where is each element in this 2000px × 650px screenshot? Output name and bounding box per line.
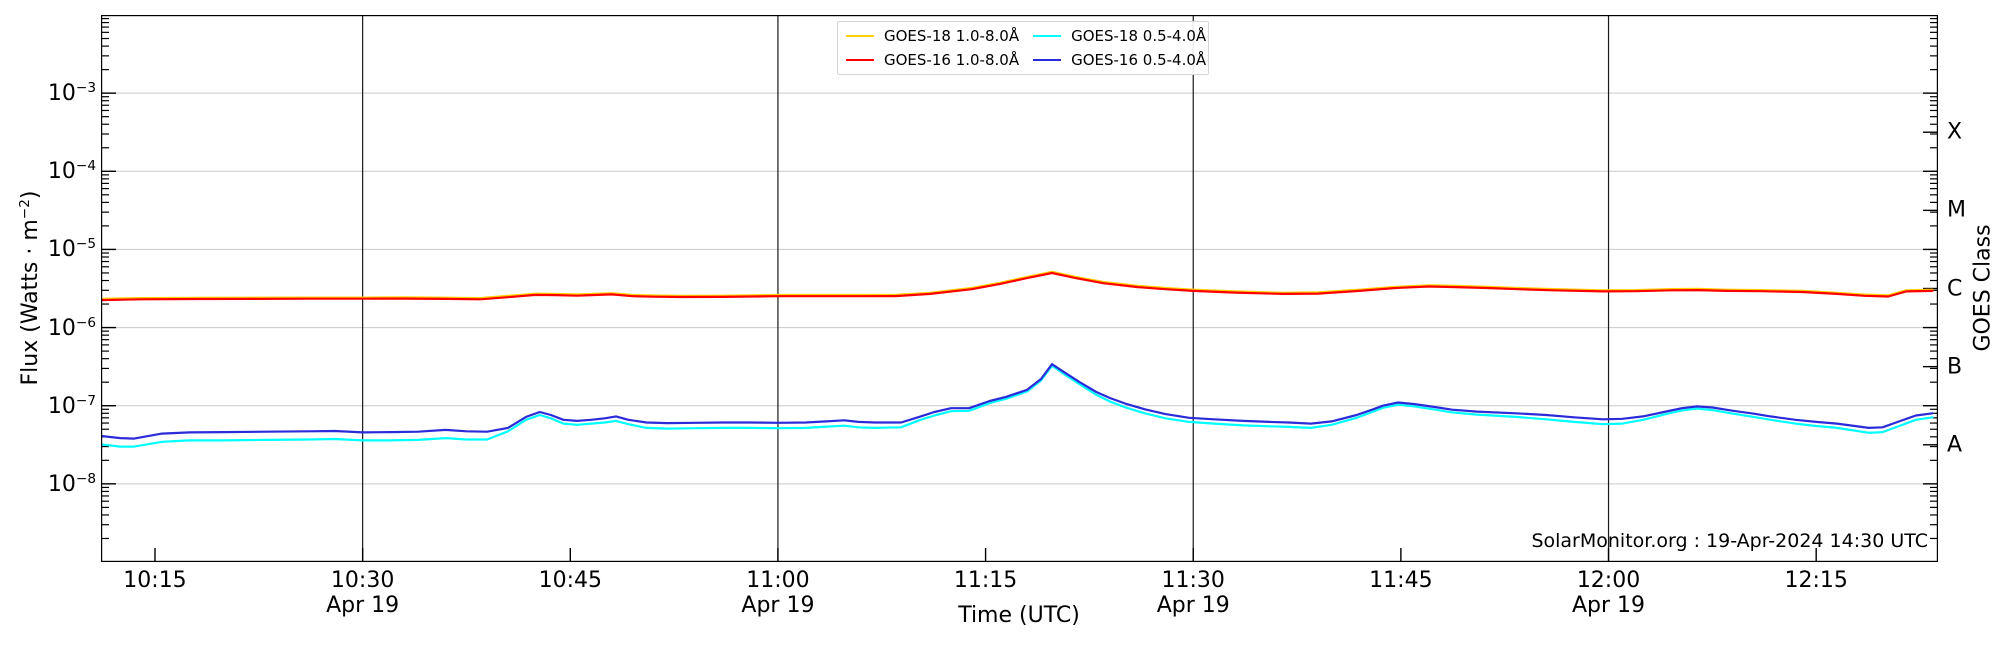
x-date-label: Apr 19 xyxy=(1156,593,1230,618)
y-axis-label: Flux (Watts · m−2) xyxy=(17,191,43,386)
x-tick-label: 11:00 xyxy=(746,568,810,593)
legend-label: GOES-16 0.5-4.0Å xyxy=(1071,51,1207,69)
x-tick-label: 10:15 xyxy=(123,568,187,593)
legend-entry-goes18-long: GOES-18 1.0-8.0Å xyxy=(846,27,1019,45)
y-tick-label: 10−6 xyxy=(47,314,96,341)
y-axis-label-text: Flux (Watts · m xyxy=(18,219,44,386)
legend-line-sample-goes18-long xyxy=(846,35,874,37)
goes-class-label: A xyxy=(1947,432,1963,458)
x-date-label: Apr 19 xyxy=(326,593,400,618)
x-tick-label: 12:00 xyxy=(1576,568,1641,593)
watermark-text: SolarMonitor.org : 19-Apr-2024 14:30 UTC xyxy=(1531,530,1928,552)
y-tick-label: 10−7 xyxy=(47,392,96,419)
y-tick-label: 10−8 xyxy=(47,470,96,498)
y-tick-label: 10−4 xyxy=(47,158,96,185)
goes-class-label: M xyxy=(1947,197,1966,223)
legend-entry-goes18-short: GOES-18 0.5-4.0Å xyxy=(1033,27,1206,45)
goes-class-label: C xyxy=(1947,276,1963,301)
x-tick-label: 12:15 xyxy=(1784,568,1848,593)
legend: GOES-18 1.0-8.0Å GOES-18 0.5-4.0Å GOES-16 … xyxy=(837,21,1209,75)
series-line-goes16-short xyxy=(101,363,1934,440)
goes-class-label: B xyxy=(1947,354,1963,380)
legend-line-sample-goes16-short xyxy=(1033,59,1062,61)
y-axis-label-exponent: −2 xyxy=(16,199,33,220)
legend-line-sample-goes16-long xyxy=(846,59,874,61)
x-tick-label: 11:15 xyxy=(953,568,1018,593)
x-tick-label: 10:30 xyxy=(330,568,395,593)
series-line-goes16-long xyxy=(101,271,1934,302)
x-tick-label: 11:45 xyxy=(1369,568,1433,593)
y-tick-label: 10−5 xyxy=(47,236,96,263)
x-date-label: Apr 19 xyxy=(1571,593,1646,618)
y-tick-label: 10−3 xyxy=(47,79,96,107)
legend-line-sample-goes18-short xyxy=(1033,35,1062,37)
x-tick-label: 11:30 xyxy=(1161,568,1225,593)
legend-entry-goes16-short: GOES-16 0.5-4.0Å xyxy=(1033,51,1206,69)
x-axis-label: Time (UTC) xyxy=(958,603,1080,628)
legend-label: GOES-18 1.0-8.0Å xyxy=(884,27,1020,45)
right-axis-label: GOES Class xyxy=(1970,224,1996,352)
plot-area xyxy=(101,15,1938,562)
plot-frame xyxy=(101,15,1938,562)
legend-label: GOES-16 1.0-8.0Å xyxy=(884,51,1020,69)
y-axis-label-suffix: ) xyxy=(18,190,44,200)
x-tick-label: 10:45 xyxy=(538,568,602,593)
goes-class-label: X xyxy=(1947,119,1963,145)
legend-entry-goes16-long: GOES-16 1.0-8.0Å xyxy=(846,51,1019,69)
series-line-goes18-long xyxy=(101,270,1934,300)
x-date-label: Apr 19 xyxy=(741,593,815,618)
legend-label: GOES-18 0.5-4.0Å xyxy=(1071,27,1207,45)
